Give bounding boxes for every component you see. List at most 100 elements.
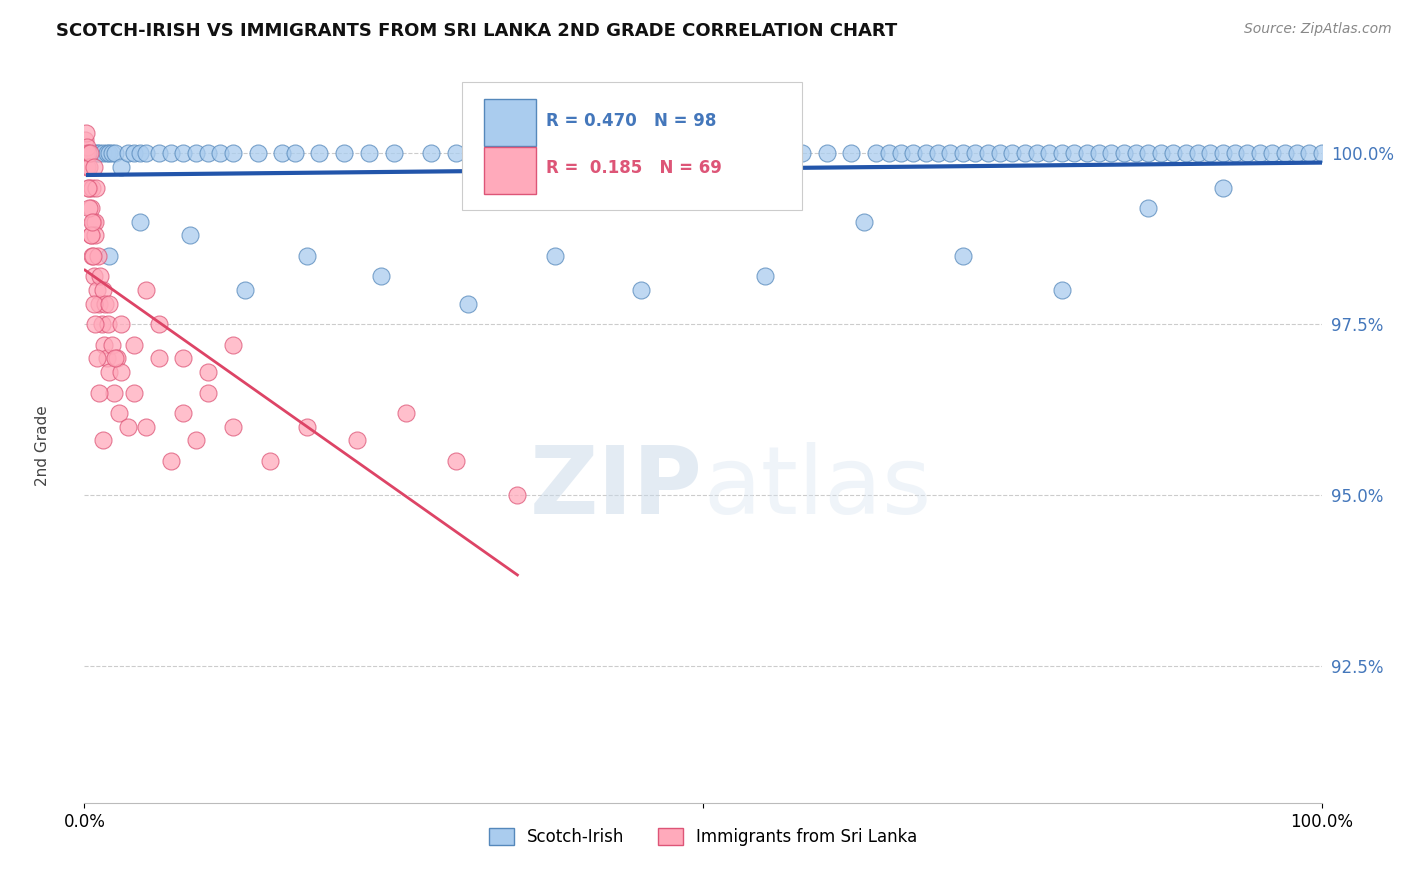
Point: [295, 249, 318, 263]
Point: [222, 146, 245, 161]
Point: [77, 146, 100, 161]
Point: [100, 338, 122, 352]
Point: [1199, 146, 1222, 161]
Point: [77, 180, 100, 194]
Point: [110, 160, 132, 174]
Point: [790, 146, 813, 161]
Point: [179, 228, 201, 243]
Point: [419, 146, 441, 161]
Point: [1212, 180, 1234, 194]
Point: [79, 146, 101, 161]
Point: [1137, 146, 1160, 161]
Text: 2nd Grade: 2nd Grade: [35, 406, 49, 486]
Point: [91, 283, 114, 297]
Point: [259, 454, 281, 468]
Point: [98, 146, 121, 161]
Point: [97, 318, 120, 332]
Point: [84, 180, 107, 194]
Point: [83, 146, 105, 161]
Point: [75, 146, 97, 161]
Point: [79, 228, 101, 243]
Point: [98, 365, 121, 379]
Point: [76, 139, 98, 153]
Point: [148, 351, 170, 366]
Point: [91, 434, 114, 448]
Point: [160, 454, 183, 468]
Point: [1285, 146, 1308, 161]
Point: [1298, 146, 1320, 161]
Point: [79, 146, 101, 161]
Point: [76, 160, 98, 174]
Text: SCOTCH-IRISH VS IMMIGRANTS FROM SRI LANKA 2ND GRADE CORRELATION CHART: SCOTCH-IRISH VS IMMIGRANTS FROM SRI LANK…: [56, 22, 897, 40]
Point: [110, 318, 132, 332]
Point: [73, 133, 96, 147]
Point: [1310, 146, 1333, 161]
Point: [1026, 146, 1049, 161]
Point: [79, 160, 101, 174]
FancyBboxPatch shape: [484, 146, 536, 194]
Point: [86, 283, 108, 297]
Point: [91, 146, 114, 161]
Point: [952, 249, 974, 263]
Point: [643, 146, 665, 161]
Point: [1112, 146, 1135, 161]
Point: [77, 180, 100, 194]
Point: [506, 488, 529, 502]
Point: [914, 146, 936, 161]
Point: [122, 385, 145, 400]
Point: [865, 146, 887, 161]
Point: [82, 249, 104, 263]
Point: [86, 146, 108, 161]
Point: [357, 146, 380, 161]
Point: [1187, 146, 1209, 161]
Point: [1001, 146, 1024, 161]
Point: [82, 215, 104, 229]
Point: [581, 146, 603, 161]
Point: [284, 146, 307, 161]
Point: [1125, 146, 1147, 161]
Point: [197, 385, 219, 400]
Point: [666, 146, 689, 161]
Point: [1050, 146, 1073, 161]
FancyBboxPatch shape: [461, 82, 801, 211]
Point: [1249, 146, 1271, 161]
Point: [543, 249, 565, 263]
Point: [129, 146, 152, 161]
Point: [83, 160, 105, 174]
Point: [135, 420, 157, 434]
Point: [1223, 146, 1246, 161]
Point: [184, 146, 207, 161]
Point: [246, 146, 269, 161]
Point: [346, 434, 368, 448]
Point: [75, 126, 97, 140]
Point: [1050, 283, 1073, 297]
Point: [939, 146, 962, 161]
Point: [100, 146, 122, 161]
Point: [80, 180, 103, 194]
Point: [90, 318, 112, 332]
Point: [1014, 146, 1036, 161]
Text: Source: ZipAtlas.com: Source: ZipAtlas.com: [1244, 22, 1392, 37]
Point: [117, 420, 139, 434]
Point: [444, 146, 467, 161]
Point: [79, 201, 101, 215]
Text: ZIP: ZIP: [530, 442, 703, 534]
Point: [976, 146, 998, 161]
Point: [877, 146, 900, 161]
Point: [952, 146, 974, 161]
Point: [754, 269, 776, 284]
Point: [222, 420, 245, 434]
Point: [135, 146, 157, 161]
Point: [84, 318, 107, 332]
Point: [89, 146, 111, 161]
Point: [83, 297, 105, 311]
Point: [233, 283, 256, 297]
Point: [555, 146, 578, 161]
Point: [122, 338, 145, 352]
Point: [988, 146, 1011, 161]
Point: [717, 146, 740, 161]
Point: [82, 249, 104, 263]
Point: [184, 434, 207, 448]
Point: [77, 146, 100, 161]
Point: [87, 249, 110, 263]
